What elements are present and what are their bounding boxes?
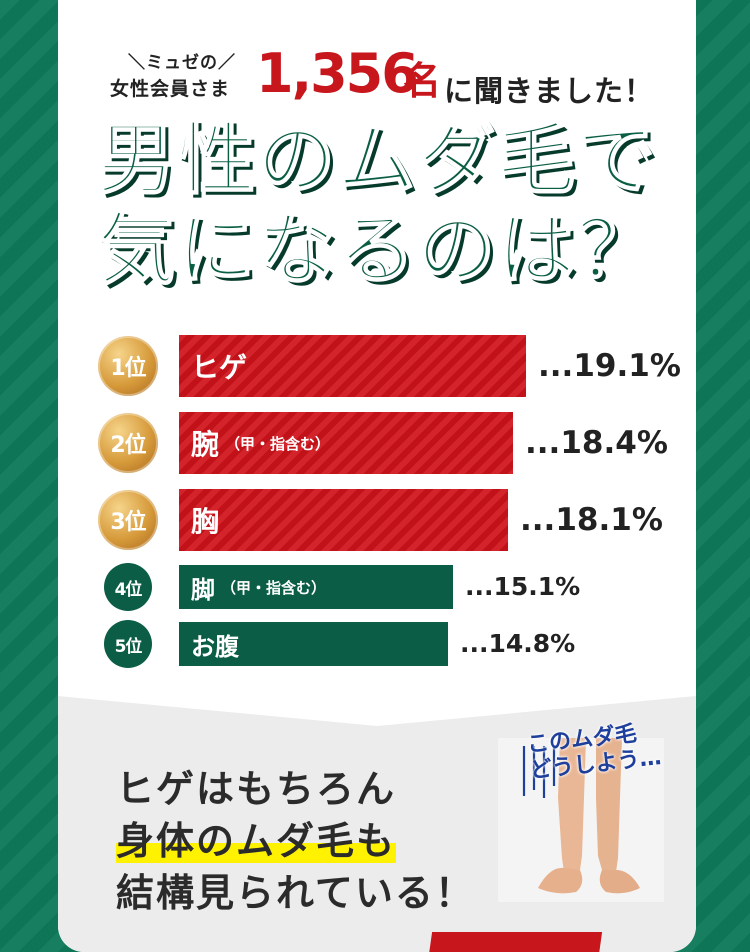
rank-row: 2位腕 （甲・指含む） ...18.4% [58,412,696,474]
headline-line-1: 男性のムダ毛で [96,114,657,206]
left-foot [538,867,583,894]
bar-label-main: 腕 [191,428,220,461]
ranking-bar: お腹 [179,622,448,666]
survey-header: ＼ミュゼの／ 女性会員さま 1,356 名 に聞きました！ [58,40,696,110]
bar-value-label: ...19.1% [538,348,681,384]
bottom-red-tab [427,932,603,952]
ranking-bar: 胸 [179,489,508,551]
survey-tag: ＼ミュゼの／ [128,53,236,73]
note-line-3: 結構見られている！ [116,871,475,915]
survey-card: ＼ミュゼの／ 女性会員さま 1,356 名 に聞きました！ 男性のムダ毛で 気に… [58,0,696,952]
bar-label: 脚 （甲・指含む） [191,565,326,609]
note-highlight: 身体のムダ毛も [116,819,397,863]
ranking-bar: ヒゲ [179,335,526,397]
rank-badge: 2位 [98,413,158,473]
bar-label-note: （甲・指含む） [221,578,327,597]
rank-badge: 4位 [104,563,152,611]
bar-label: 腕 （甲・指含む） [191,412,330,474]
bar-label-main: 脚 [191,575,215,604]
note-line-1: ヒゲはもちろん [116,767,397,811]
bar-label: 胸 [191,489,219,551]
headline-line-2: 気になるのは？ [96,204,657,296]
rank-badge: 3位 [98,490,158,550]
bar-value-label: ...18.4% [525,425,668,461]
note-line-2: 身体のムダ毛も [116,810,397,865]
panel-top-wedge [58,690,696,726]
right-leg [596,738,622,872]
bar-label-main: 胸 [191,505,220,538]
ranking-bar: 腕 （甲・指含む） [179,412,513,474]
bar-label-main: ヒゲ [191,351,248,384]
survey-asked-text: に聞きました！ [444,74,655,108]
legs-illustration [522,738,640,894]
rank-row: 1位 ヒゲ ...19.1% [58,335,696,397]
rank-row: 5位 お腹 ...14.8% [58,620,696,668]
bar-label: ヒゲ [191,335,247,397]
rank-row: 4位 脚 （甲・指含む） ...15.1% [58,563,696,611]
rank-badge: 5位 [104,620,152,668]
respondent-count: 1,356 [256,42,419,105]
bar-value-label: ...15.1% [465,572,581,601]
bar-value-label: ...18.1% [520,502,663,538]
bar-value-label: ...14.8% [460,629,576,658]
bar-label: お腹 [191,622,239,666]
legs-photo [498,738,664,902]
bar-label-note: （甲・指含む） [225,434,331,453]
ranking-bar: 脚 （甲・指含む） [179,565,453,609]
respondent-count-unit: 名 [403,59,442,103]
survey-members: 女性会員さま [110,78,231,100]
right-foot [599,870,640,894]
rank-badge: 1位 [98,336,158,396]
rank-row: 3位胸 ...18.1% [58,489,696,551]
left-leg [558,738,586,872]
bar-label-main: お腹 [191,632,239,661]
